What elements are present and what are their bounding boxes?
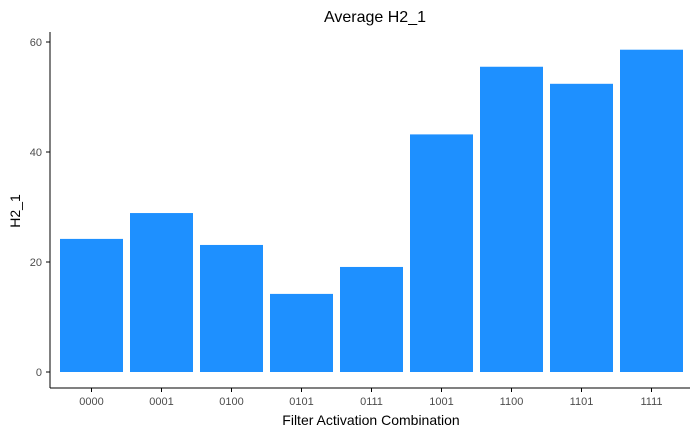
x-tick-label: 0100 bbox=[219, 396, 243, 408]
y-tick-label: 20 bbox=[30, 257, 42, 269]
bar-0111 bbox=[340, 266, 403, 372]
bar-0101 bbox=[270, 293, 333, 372]
x-tick-label: 1111 bbox=[640, 396, 662, 408]
x-tick-label: 0001 bbox=[149, 396, 173, 408]
chart-title: Average H2_1 bbox=[324, 9, 426, 26]
axes-layer bbox=[49, 32, 690, 389]
bars-layer bbox=[60, 49, 683, 373]
y-axis-title: H2_1 bbox=[7, 194, 23, 228]
bar-1001 bbox=[410, 134, 473, 372]
x-tick-label: 1001 bbox=[429, 396, 453, 408]
ticks-layer: 0 20 40 60 0000 0001 0100 0101 0111 1001 1100 1101 1… bbox=[30, 37, 663, 408]
x-tick-label: 0111 bbox=[360, 396, 383, 408]
y-tick-label: 0 bbox=[36, 367, 42, 379]
bar-0000 bbox=[60, 238, 123, 372]
x-tick-label: 1101 bbox=[570, 396, 594, 408]
x-tick-label: 1100 bbox=[500, 396, 524, 408]
bar-0001 bbox=[130, 213, 193, 372]
bar-1111 bbox=[620, 49, 683, 372]
bar-1100 bbox=[480, 66, 543, 372]
y-tick-label: 60 bbox=[30, 37, 42, 49]
x-axis-title: Filter Activation Combination bbox=[282, 412, 459, 428]
x-tick-label: 0101 bbox=[289, 396, 313, 408]
bar-1101 bbox=[550, 83, 613, 373]
x-tick-label: 0000 bbox=[79, 396, 103, 408]
bar-0100 bbox=[200, 244, 263, 372]
y-tick-label: 40 bbox=[30, 147, 42, 159]
